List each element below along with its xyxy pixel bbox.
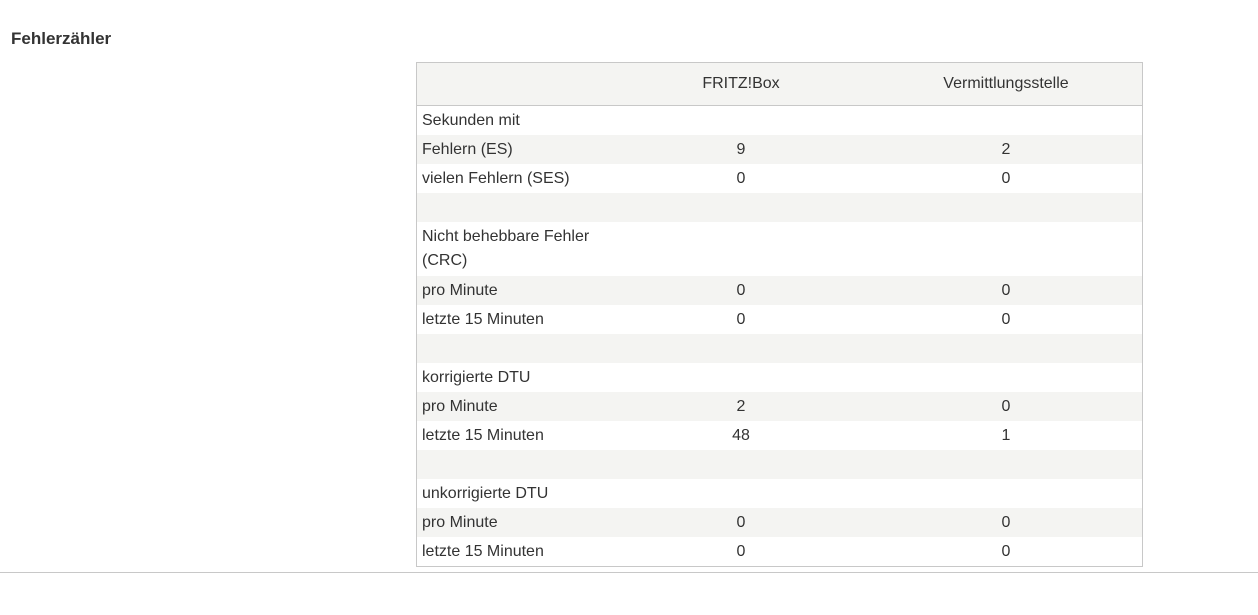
column-header-label: [417, 63, 612, 106]
table-row: letzte 15 Minuten 0 0: [417, 537, 1142, 566]
table-row: pro Minute 0 0: [417, 276, 1142, 305]
table-row: letzte 15 Minuten 48 1: [417, 421, 1142, 450]
fritzbox-value: [612, 450, 870, 479]
fritzbox-value: 0: [612, 508, 870, 537]
table-header-row: FRITZ!Box Vermittlungsstelle: [417, 63, 1142, 106]
bottom-divider: [0, 572, 1258, 573]
column-header-fritzbox: FRITZ!Box: [612, 63, 870, 106]
vermittlungsstelle-value: 2: [870, 135, 1142, 164]
table-row: vielen Fehlern (SES) 0 0: [417, 164, 1142, 193]
fritzbox-value: 0: [612, 276, 870, 305]
vermittlungsstelle-value: [870, 334, 1142, 363]
table-row-spacer: [417, 193, 1142, 222]
column-header-vermittlungsstelle: Vermittlungsstelle: [870, 63, 1142, 106]
row-label: pro Minute: [417, 392, 612, 421]
row-label: vielen Fehlern (SES): [422, 169, 570, 187]
row-label: Sekunden mit: [422, 111, 520, 129]
fritzbox-value: [612, 193, 870, 222]
fritzbox-value: [612, 222, 870, 276]
table-row-spacer: [417, 450, 1142, 479]
row-label: Nicht behebbare Fehler (CRC): [422, 228, 590, 269]
fritzbox-value: 0: [736, 542, 746, 560]
fritzbox-value: [612, 106, 870, 136]
row-label: Fehlern (ES): [417, 135, 612, 164]
section-title: Fehlerzähler: [11, 29, 112, 48]
fritzbox-value: [612, 363, 870, 392]
row-label: letzte 15 Minuten: [422, 310, 544, 328]
table-row: pro Minute 2 0: [417, 392, 1142, 421]
fritzbox-value: [612, 334, 870, 363]
fritzbox-value: 9: [612, 135, 870, 164]
row-label: [417, 334, 612, 363]
fritzbox-value: 0: [736, 169, 746, 187]
table-row-group-header: unkorrigierte DTU: [417, 479, 1142, 508]
vermittlungsstelle-value: [870, 106, 1142, 136]
table-row-group-header: Nicht behebbare Fehler (CRC): [417, 222, 1142, 276]
vermittlungsstelle-value: 0: [870, 392, 1142, 421]
row-label: [417, 450, 612, 479]
fritzbox-value: 2: [612, 392, 870, 421]
table-row-spacer: [417, 334, 1142, 363]
vermittlungsstelle-value: 0: [1001, 169, 1011, 187]
row-label: pro Minute: [417, 508, 612, 537]
table-row: Fehlern (ES) 9 2: [417, 135, 1142, 164]
vermittlungsstelle-value: 0: [870, 276, 1142, 305]
vermittlungsstelle-value: 0: [1001, 542, 1011, 560]
row-label: [417, 193, 612, 222]
vermittlungsstelle-value: [870, 193, 1142, 222]
vermittlungsstelle-value: 0: [870, 508, 1142, 537]
error-counter-table: FRITZ!Box Vermittlungsstelle Sekunden mi…: [417, 63, 1142, 566]
vermittlungsstelle-value: 0: [1001, 310, 1011, 328]
error-counter-table-wrap: FRITZ!Box Vermittlungsstelle Sekunden mi…: [416, 62, 1143, 567]
row-label: unkorrigierte DTU: [422, 484, 549, 502]
fritzbox-value: 0: [736, 310, 746, 328]
row-label: korrigierte DTU: [422, 368, 531, 386]
row-label: letzte 15 Minuten: [422, 542, 544, 560]
vermittlungsstelle-value: 1: [1001, 426, 1011, 444]
row-label: pro Minute: [417, 276, 612, 305]
fritzbox-value: 48: [732, 426, 750, 444]
row-label: letzte 15 Minuten: [422, 426, 544, 444]
vermittlungsstelle-value: [870, 363, 1142, 392]
vermittlungsstelle-value: [870, 479, 1142, 508]
fritzbox-value: [612, 479, 870, 508]
vermittlungsstelle-value: [870, 450, 1142, 479]
table-row: pro Minute 0 0: [417, 508, 1142, 537]
table-row-group-header: korrigierte DTU: [417, 363, 1142, 392]
table-row: letzte 15 Minuten 0 0: [417, 305, 1142, 334]
vermittlungsstelle-value: [870, 222, 1142, 276]
table-row-group-header: Sekunden mit: [417, 106, 1142, 136]
